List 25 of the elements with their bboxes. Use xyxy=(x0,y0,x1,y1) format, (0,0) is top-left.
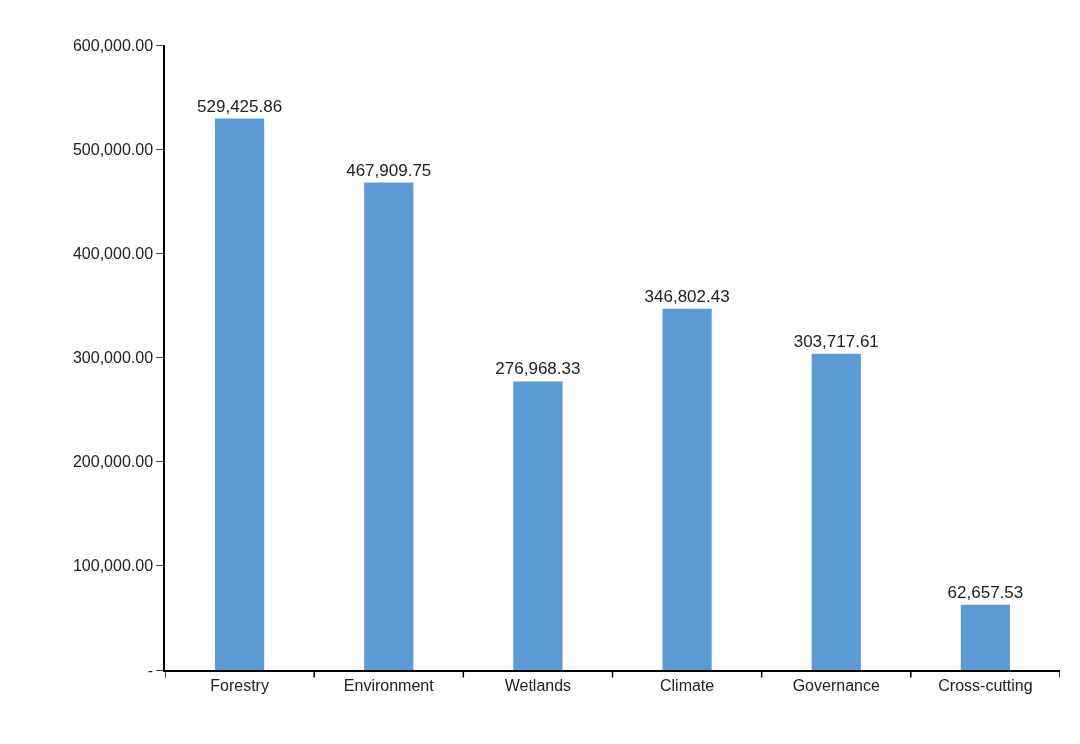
y-tick-label: - xyxy=(147,661,154,679)
y-tick-label: 600,000.00 xyxy=(72,36,154,54)
data-label: 467,909.75 xyxy=(346,160,432,180)
bar xyxy=(513,381,563,670)
x-tick-label: Governance xyxy=(792,676,880,694)
bar xyxy=(364,182,414,670)
x-tick-label: Cross-cutting xyxy=(938,676,1033,694)
data-label: 62,657.53 xyxy=(947,582,1024,602)
bar xyxy=(214,118,265,670)
y-tick-label: 500,000.00 xyxy=(72,140,154,158)
y-tick-label: 300,000.00 xyxy=(72,349,154,367)
bar xyxy=(662,308,712,670)
x-tick-label: Environment xyxy=(343,676,435,694)
data-label: 346,802.43 xyxy=(644,286,730,306)
x-tick-label: Forestry xyxy=(210,676,269,694)
data-label: 276,968.33 xyxy=(495,359,581,379)
y-tick-label: 400,000.00 xyxy=(72,244,154,262)
bar xyxy=(960,604,1011,670)
data-label: 303,717.61 xyxy=(793,331,879,351)
data-label: 529,425.86 xyxy=(197,96,283,116)
x-tick-label: Wetlands xyxy=(504,676,572,694)
y-tick-label: 200,000.00 xyxy=(72,453,154,471)
bar xyxy=(811,353,861,670)
x-tick-label: Climate xyxy=(659,676,715,694)
y-tick-label: 100,000.00 xyxy=(72,557,154,575)
